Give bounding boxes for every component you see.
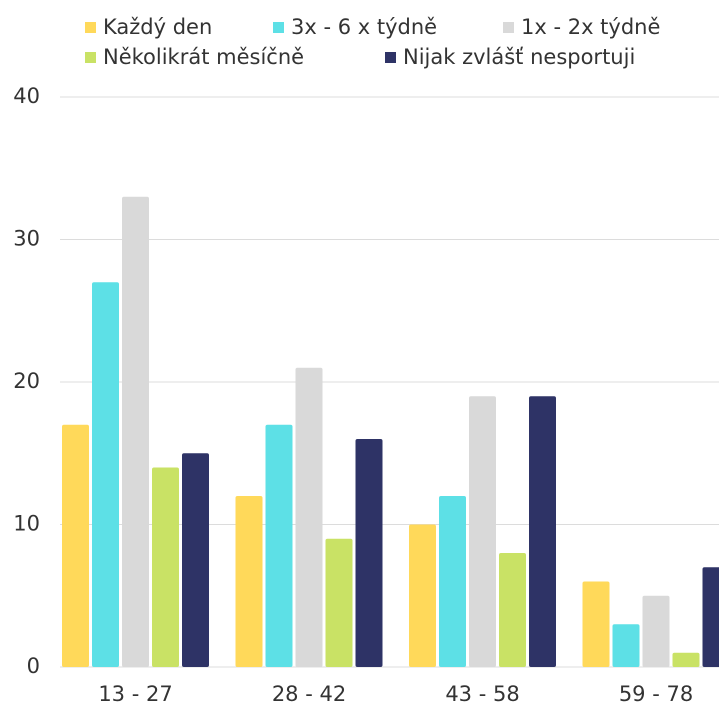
legend-swatch bbox=[273, 22, 284, 33]
bar bbox=[439, 496, 466, 667]
legend-swatch bbox=[385, 52, 396, 63]
bar bbox=[409, 524, 436, 667]
legend-label: Nijak zvlášť nesportuji bbox=[403, 45, 635, 69]
bar bbox=[265, 424, 293, 667]
legend-swatch bbox=[503, 22, 514, 33]
legend-swatch bbox=[85, 22, 96, 33]
bar bbox=[92, 282, 119, 667]
bar bbox=[582, 581, 610, 667]
bar bbox=[182, 453, 209, 667]
bar bbox=[235, 496, 263, 667]
y-tick-label: 20 bbox=[13, 369, 40, 393]
legend-swatch bbox=[85, 52, 96, 63]
y-tick-label: 40 bbox=[13, 84, 40, 108]
bar bbox=[152, 467, 179, 667]
x-tick-label: 43 - 58 bbox=[445, 682, 519, 706]
legend-label: Každý den bbox=[103, 15, 212, 39]
bar bbox=[325, 538, 353, 667]
bar bbox=[62, 424, 89, 667]
legend-label: Několikrát měsíčně bbox=[103, 45, 304, 69]
bar bbox=[469, 396, 496, 667]
bar bbox=[355, 439, 383, 667]
x-tick-label: 28 - 42 bbox=[272, 682, 346, 706]
x-tick-label: 59 - 78 bbox=[619, 682, 693, 706]
bar bbox=[499, 553, 526, 667]
y-tick-label: 10 bbox=[13, 512, 40, 536]
bar bbox=[122, 196, 149, 667]
legend-label: 1x - 2x týdně bbox=[521, 15, 660, 39]
legend-label: 3x - 6 x týdně bbox=[291, 15, 437, 39]
bar bbox=[612, 624, 640, 667]
bar bbox=[642, 595, 670, 667]
y-tick-label: 0 bbox=[27, 654, 40, 678]
bar bbox=[672, 652, 700, 667]
bar bbox=[702, 567, 719, 667]
bar bbox=[295, 367, 323, 667]
x-tick-label: 13 - 27 bbox=[98, 682, 172, 706]
bar bbox=[529, 396, 556, 667]
y-tick-label: 30 bbox=[13, 227, 40, 251]
